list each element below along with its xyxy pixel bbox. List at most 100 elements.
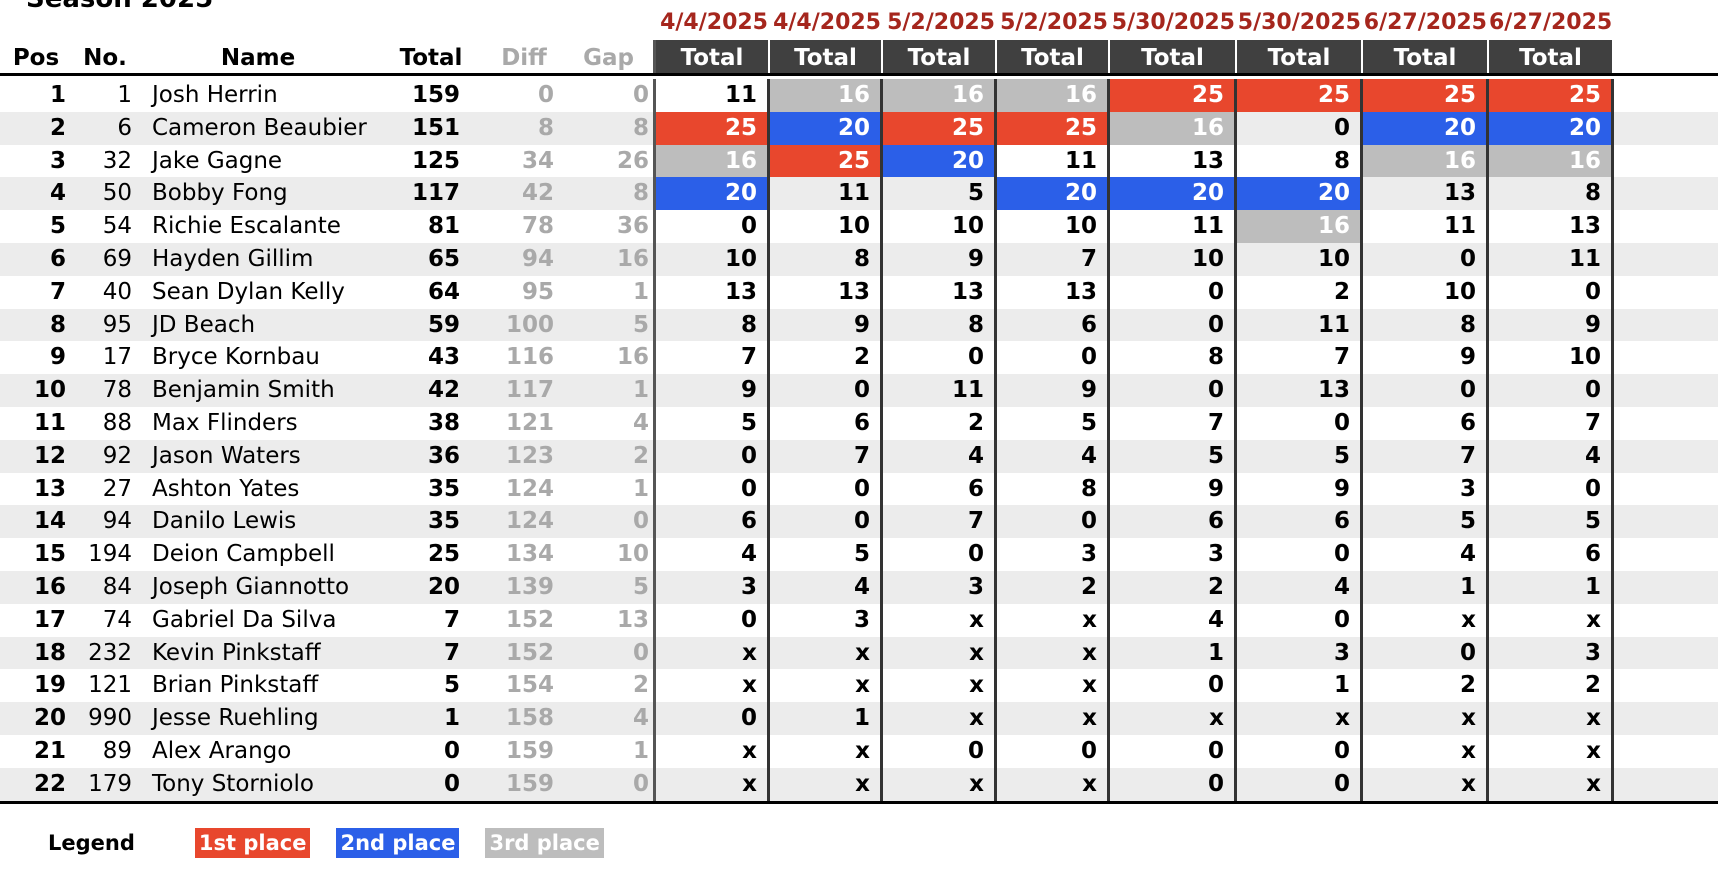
rider-name-cell: Jason Waters (152, 442, 301, 469)
race-headers: Total Total Total Total Total Total Total Total (656, 40, 1614, 73)
race-points-cell: 5 (656, 406, 770, 440)
table-row[interactable]: 7 40 Sean Dylan Kelly 64 95 1 13 13 13 13 0 2 10 0 (0, 275, 1718, 309)
rider-name-cell: Deion Campbell (152, 541, 335, 568)
gap-cell: 13 (564, 603, 656, 637)
table-row[interactable]: 3 32 Jake Gagne 125 34 26 16 25 20 11 13 8 16 16 (0, 144, 1718, 178)
table-row[interactable]: 10 78 Benjamin Smith 42 117 1 9 0 11 9 0 13 0 0 (0, 374, 1718, 407)
table-row[interactable]: 15 194 Deion Campbell 25 134 10 4 5 0 3 3 0 4 6 (0, 538, 1718, 571)
table-row[interactable]: 2 6 Cameron Beaubier 151 8 8 25 20 25 25 16 0 20 20 (0, 111, 1718, 145)
race-points-cell: 0 (1110, 374, 1237, 407)
header-diff[interactable]: Diff (501, 45, 547, 71)
number-cell: 6 (117, 114, 132, 141)
table-row[interactable]: 17 74 Gabriel Da Silva 7 152 13 0 3 x x 4 0 x x (0, 603, 1718, 637)
gap-cell: 5 (564, 308, 656, 342)
race-points-cell: 6 (1237, 505, 1363, 539)
race-points-cell: 1 (1110, 636, 1237, 670)
header-race-total[interactable]: Total (1363, 40, 1489, 73)
table-row[interactable]: 20 990 Jesse Ruehling 1 158 4 0 1 x x x x x x (0, 702, 1718, 735)
race-points-cell: 25 (1363, 79, 1489, 112)
race-points-cell: 7 (1237, 341, 1363, 375)
header-gap[interactable]: Gap (564, 40, 656, 73)
number-cell: 89 (102, 737, 132, 764)
total-points-cell: 59 (427, 311, 460, 338)
table-row[interactable]: 6 69 Hayden Gillim 65 94 16 10 8 9 7 10 10 0 11 (0, 242, 1718, 276)
legend-second-place: 2nd place (336, 828, 460, 858)
position-cell: 2 (49, 114, 66, 141)
race-points-cell: x (997, 603, 1110, 637)
header-race-total[interactable]: Total (883, 40, 997, 73)
total-points-cell: 7 (443, 639, 460, 666)
table-row[interactable]: 14 94 Danilo Lewis 35 124 0 6 0 7 0 6 6 5 5 (0, 505, 1718, 539)
table-row[interactable]: 9 17 Bryce Kornbau 43 116 16 7 2 0 0 8 7 9 10 (0, 341, 1718, 375)
race-points-cell: x (997, 636, 1110, 670)
race-points-cell: 10 (1489, 341, 1614, 375)
header-race-total[interactable]: Total (656, 40, 770, 73)
race-points-cell: 7 (770, 439, 883, 473)
column-header-row: Pos No. Name Total Diff Gap Total Total To… (0, 40, 1718, 76)
race-points-cell: 9 (656, 374, 770, 407)
total-points-cell: 65 (427, 245, 460, 272)
header-name[interactable]: Name (220, 45, 296, 71)
race-points-cell: 16 (1237, 210, 1363, 243)
gap-cell: 1 (564, 734, 656, 768)
table-row[interactable]: 21 89 Alex Arango 0 159 1 x x 0 0 0 0 x x (0, 734, 1718, 768)
header-number[interactable]: No. (83, 45, 127, 71)
header-race-total[interactable]: Total (1489, 40, 1614, 73)
race-points-cell: 13 (997, 275, 1110, 309)
position-cell: 8 (49, 311, 66, 338)
diff-cell: 159 (505, 737, 554, 764)
race-date: 5/30/2025 (1111, 10, 1235, 35)
diff-cell: 34 (521, 147, 554, 174)
position-cell: 9 (49, 344, 66, 371)
diff-cell: 152 (505, 639, 554, 666)
table-row[interactable]: 22 179 Tony Storniolo 0 159 0 x x x x 0 0 x x (0, 767, 1718, 801)
header-race-total[interactable]: Total (770, 40, 883, 73)
table-row[interactable]: 13 27 Ashton Yates 35 124 1 0 0 6 8 9 9 3 0 (0, 472, 1718, 506)
table-row[interactable]: 16 84 Joseph Giannotto 20 139 5 3 4 3 2 2 4 1 1 (0, 570, 1718, 604)
table-row[interactable]: 18 232 Kevin Pinkstaff 7 152 0 x x x x 1 3 0 3 (0, 636, 1718, 670)
race-points-cell: 11 (883, 374, 997, 407)
table-row[interactable]: 12 92 Jason Waters 36 123 2 0 7 4 4 5 5 7 4 (0, 439, 1718, 473)
position-cell: 17 (33, 606, 66, 633)
race-points-cell: 4 (883, 439, 997, 473)
header-race-total[interactable]: Total (1110, 40, 1237, 73)
table-row[interactable]: 4 50 Bobby Fong 117 42 8 20 11 5 20 20 20 13 8 (0, 177, 1718, 211)
total-points-cell: 38 (427, 409, 460, 436)
race-points-cell: 0 (1110, 308, 1237, 342)
race-points-cell: x (883, 767, 997, 801)
position-cell: 11 (33, 409, 66, 436)
number-cell: 17 (102, 344, 132, 371)
diff-cell: 78 (521, 213, 554, 240)
total-points-cell: 151 (411, 114, 460, 141)
total-points-cell: 125 (411, 147, 460, 174)
header-pos[interactable]: Pos (12, 45, 60, 71)
race-points-cell: 8 (1110, 341, 1237, 375)
race-points-cell: 2 (1363, 669, 1489, 703)
table-row[interactable]: 8 95 JD Beach 59 100 5 8 9 8 6 0 11 8 9 (0, 308, 1718, 342)
number-cell: 121 (88, 672, 132, 699)
table-row[interactable]: 19 121 Brian Pinkstaff 5 154 2 x x x x 0 1 2 2 (0, 669, 1718, 703)
total-points-cell: 42 (427, 377, 460, 404)
diff-cell: 116 (505, 344, 554, 371)
race-points-cell: 0 (1363, 374, 1489, 407)
table-row[interactable]: 11 88 Max Flinders 38 121 4 5 6 2 5 7 0 6 7 (0, 406, 1718, 440)
race-points-cell: 0 (1237, 406, 1363, 440)
header-total[interactable]: Total (399, 45, 463, 71)
header-race-total[interactable]: Total (1237, 40, 1363, 73)
diff-cell: 121 (505, 409, 554, 436)
race-date-row: 4/4/2025 4/4/2025 5/2/2025 5/2/2025 5/30/202… (0, 10, 1718, 36)
race-points-cell: 3 (1237, 636, 1363, 670)
race-points-cell: 5 (1363, 505, 1489, 539)
gap-cell: 4 (564, 406, 656, 440)
number-cell: 95 (102, 311, 132, 338)
header-race-total[interactable]: Total (997, 40, 1110, 73)
race-points-cell: 10 (770, 210, 883, 243)
race-points-cell: x (656, 669, 770, 703)
total-points-cell: 35 (427, 508, 460, 535)
rider-name-cell: Benjamin Smith (152, 377, 335, 404)
race-points-cell: 8 (770, 242, 883, 276)
table-row[interactable]: 5 54 Richie Escalante 81 78 36 0 10 10 10 11 16 11 13 (0, 210, 1718, 243)
total-points-cell: 36 (427, 442, 460, 469)
rider-name-cell: Jesse Ruehling (152, 705, 319, 732)
table-row[interactable]: 1 1 Josh Herrin 159 0 0 11 16 16 16 25 25 25 25 (0, 79, 1718, 112)
